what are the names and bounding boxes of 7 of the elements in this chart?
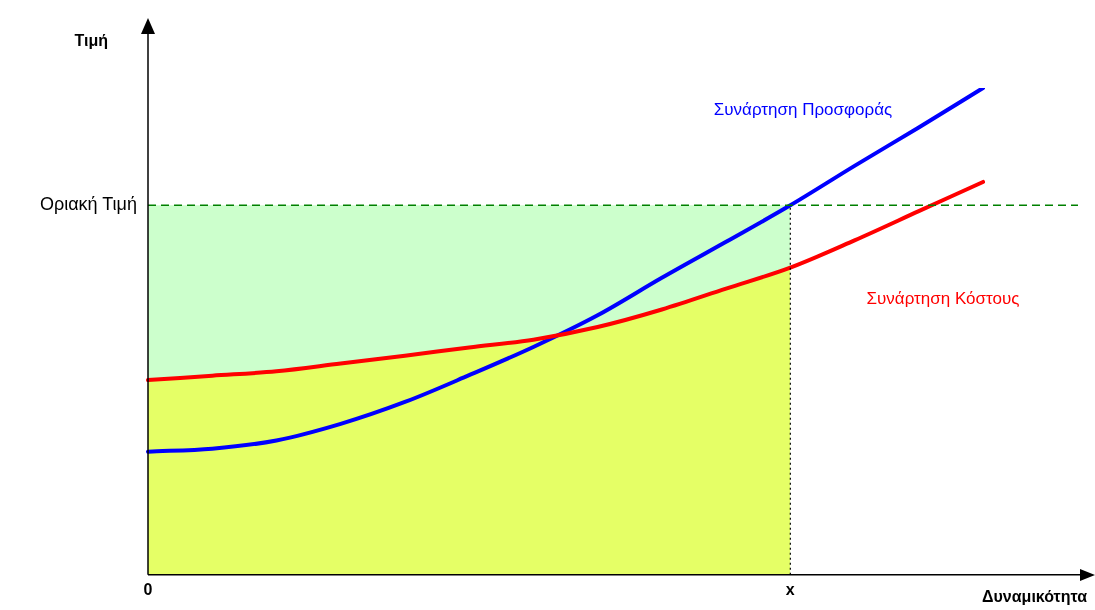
- x-axis-title: Δυναμικότητα: [982, 588, 1088, 606]
- text: Συνάρτηση Κόστους: [866, 288, 1020, 308]
- x-tick-label: x: [785, 580, 795, 598]
- series-label: Συνάρτηση Προσφοράς: [713, 99, 893, 119]
- y-axis-title: Τιμή: [74, 32, 108, 50]
- x-tick-label: 0: [143, 580, 153, 598]
- ref-line-label: Οριακή Τιμή: [39, 194, 137, 215]
